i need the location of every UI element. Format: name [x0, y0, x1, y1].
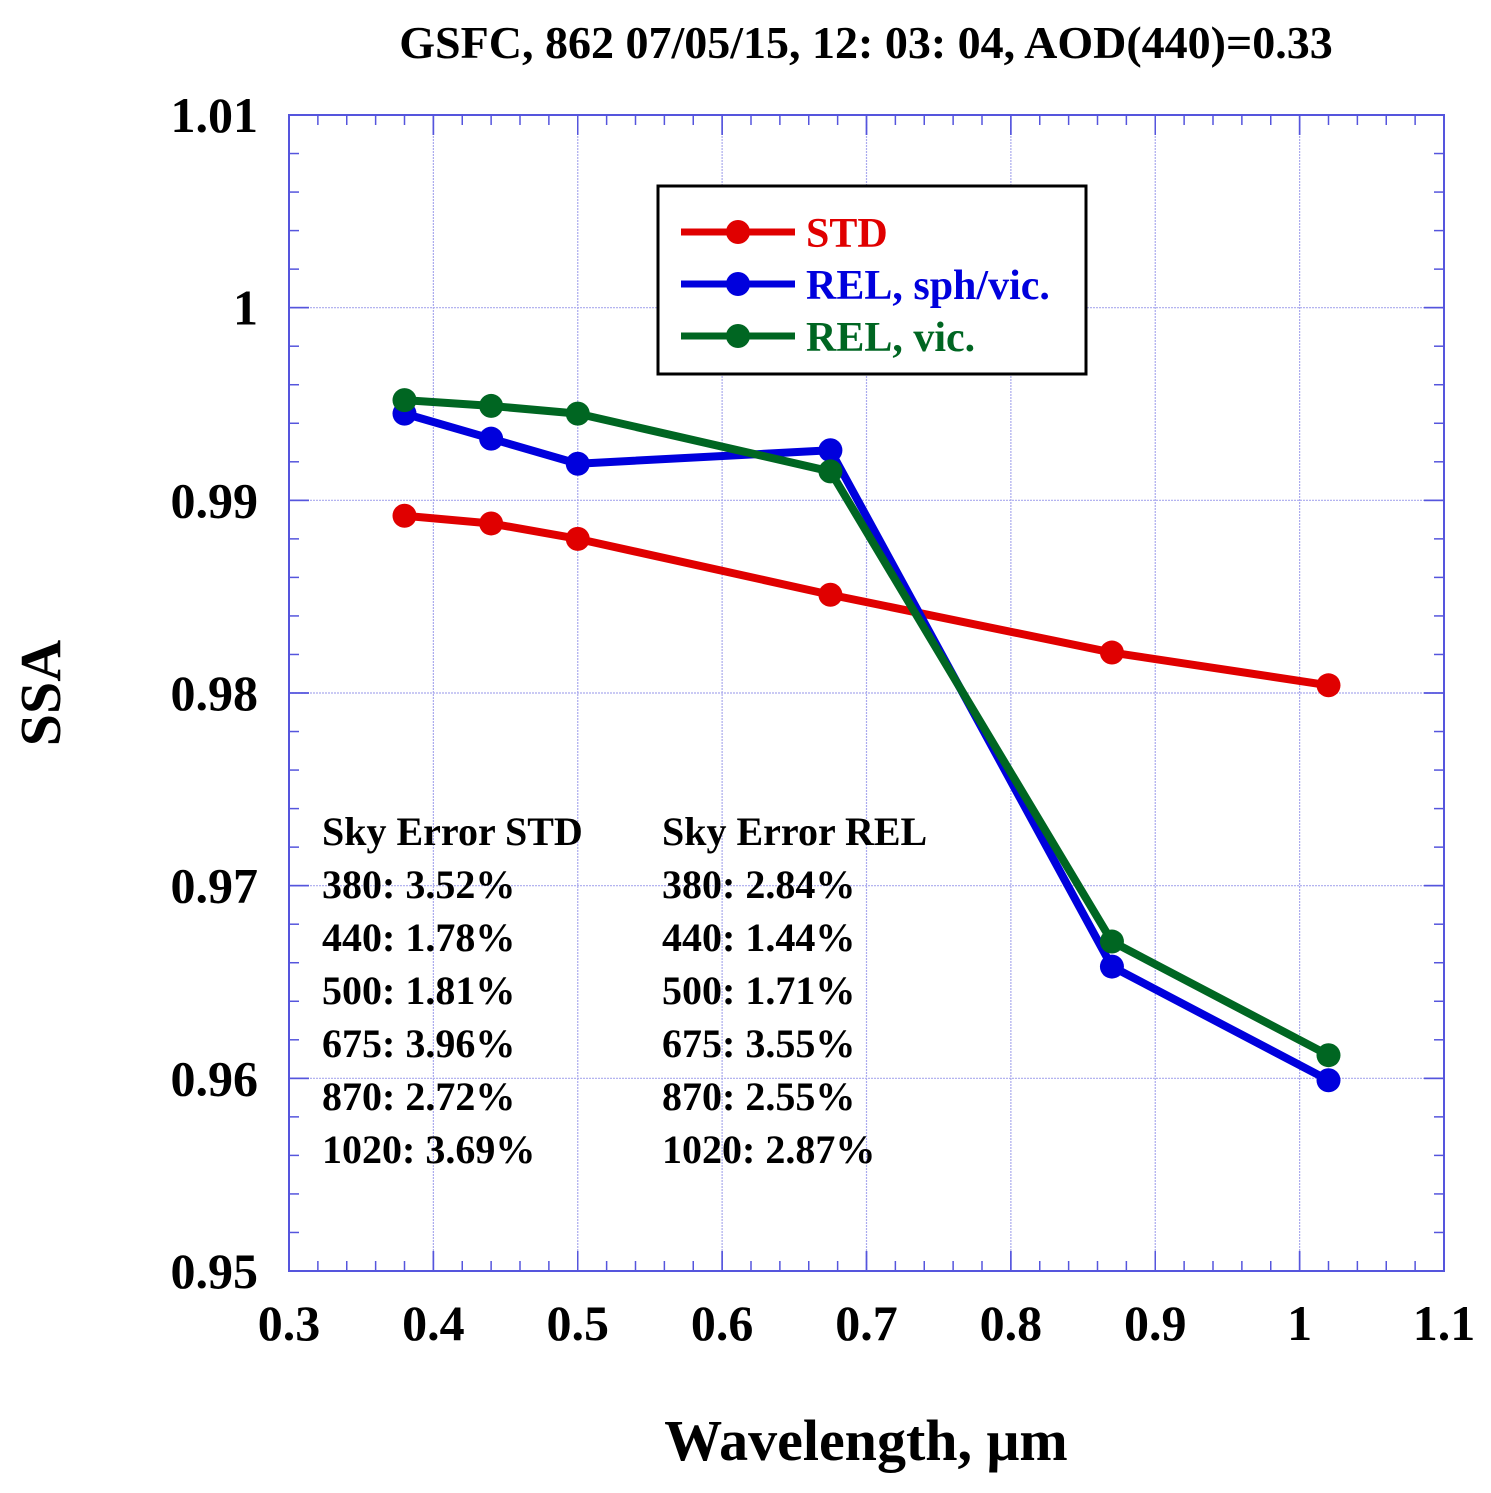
series-rel-sph-vic [392, 401, 1341, 1093]
data-point [1316, 1043, 1341, 1068]
series-rel-vic [392, 388, 1341, 1068]
annotation-line: 500: 1.81% [322, 968, 515, 1013]
sky-error-rel-annotation: Sky Error REL 380: 2.84% 440: 1.44% 500: 1.… [662, 809, 927, 1172]
annotation-header: Sky Error REL [662, 809, 927, 854]
annotation-line: 870: 2.55% [662, 1074, 855, 1119]
plot-frame [288, 114, 1445, 1272]
annotation-header: Sky Error STD [322, 809, 583, 854]
x-tick-label: 1 [1287, 1295, 1312, 1351]
x-tick-label: 0.3 [258, 1295, 321, 1351]
data-point [1316, 1068, 1341, 1093]
data-point [1316, 673, 1341, 698]
legend-label: REL, sph/vic. [806, 263, 1050, 309]
x-tick-label: 0.5 [547, 1295, 610, 1351]
series-line [404, 396, 1331, 1059]
x-tick-label: 0.7 [835, 1295, 898, 1351]
x-axis-label: Wavelength, μm [664, 1408, 1067, 1473]
y-tick-label: 0.97 [171, 858, 259, 914]
legend-marker [726, 220, 750, 244]
legend-marker [726, 272, 750, 296]
data-point [392, 388, 417, 413]
annotation-line: 675: 3.96% [322, 1021, 515, 1066]
series-layer [392, 388, 1341, 1093]
annotation-line: 440: 1.44% [662, 915, 855, 960]
data-point [818, 438, 843, 463]
y-tick-label: 0.95 [171, 1243, 259, 1299]
legend-item: STD [681, 211, 888, 257]
data-point [565, 401, 590, 426]
series-line [403, 409, 1331, 1084]
sky-error-std-annotation: Sky Error STD 380: 3.52% 440: 1.78% 500: 1.… [322, 809, 583, 1172]
y-tick-label: 0.98 [171, 665, 259, 721]
y-tick-label: 1 [233, 280, 258, 336]
legend-label: REL, vic. [806, 315, 975, 361]
annotation-line: 380: 3.52% [322, 862, 515, 907]
annotation-line: 870: 2.72% [322, 1074, 515, 1119]
data-point [479, 393, 504, 418]
legend-marker [726, 324, 750, 348]
x-tick-labels: 0.3 0.4 0.5 0.6 0.7 0.8 0.9 1 1.1 [258, 1295, 1476, 1351]
annotation-line: 440: 1.78% [322, 915, 515, 960]
x-tick-label: 0.6 [691, 1295, 754, 1351]
y-tick-labels: 0.95 0.96 0.97 0.98 0.99 1 1.01 [171, 87, 259, 1299]
x-tick-label: 0.4 [402, 1295, 465, 1351]
data-point [479, 511, 504, 536]
data-point [1099, 929, 1124, 954]
legend: STD REL, sph/vic. REL, vic. [656, 184, 1088, 376]
annotation-line: 675: 3.55% [662, 1021, 855, 1066]
legend-item: REL, vic. [681, 315, 975, 361]
data-point [565, 451, 590, 476]
annotation-line: 1020: 3.69% [322, 1127, 535, 1172]
y-tick-label: 0.99 [171, 472, 259, 528]
series-std [392, 503, 1341, 698]
annotation-line: 380: 2.84% [662, 862, 855, 907]
data-point [818, 582, 843, 607]
y-tick-label: 0.96 [171, 1050, 259, 1106]
data-point [392, 503, 417, 528]
y-tick-label: 1.01 [171, 87, 259, 143]
legend-label: STD [806, 211, 888, 257]
y-axis-label: SSA [8, 640, 73, 747]
x-tick-label: 0.8 [980, 1295, 1043, 1351]
x-tick-label: 0.9 [1124, 1295, 1187, 1351]
data-point [565, 526, 590, 551]
chart-title: GSFC, 862 07/05/15, 12: 03: 04, AOD(440)… [399, 17, 1332, 68]
x-tick-label: 1.1 [1413, 1295, 1476, 1351]
data-point [1099, 640, 1124, 665]
annotation-line: 1020: 2.87% [662, 1127, 875, 1172]
data-point [818, 459, 843, 484]
data-point [1099, 954, 1124, 979]
series-line [404, 511, 1330, 690]
legend-item: REL, sph/vic. [681, 263, 1050, 309]
data-point [479, 426, 504, 451]
annotation-line: 500: 1.71% [662, 968, 855, 1013]
